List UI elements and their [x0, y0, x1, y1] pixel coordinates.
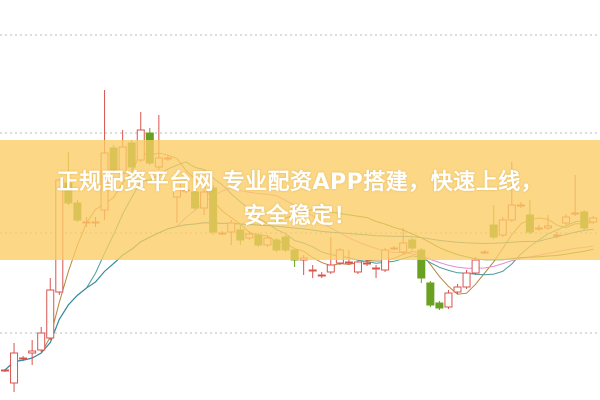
candle-body [435, 302, 444, 309]
candle-body [46, 289, 55, 339]
candle-body [308, 269, 317, 272]
candle-body [353, 261, 362, 273]
promo-banner: 正规配资平台网 专业配资APP搭建，快速上线， 安全稳定！ [0, 140, 600, 260]
candle-body [317, 274, 326, 277]
candle-body [37, 332, 46, 351]
candle-body [426, 282, 435, 306]
candle-body [344, 261, 353, 264]
candle-body [471, 259, 480, 274]
candle-body [28, 350, 37, 354]
candle-body [19, 357, 28, 360]
candle-body [372, 267, 381, 270]
candle-body [444, 292, 453, 308]
candle-body [1, 369, 9, 372]
candle-body [462, 272, 471, 288]
candle-body [453, 286, 462, 293]
candle-body [326, 264, 335, 273]
candle-body [10, 352, 19, 384]
candle-body [363, 262, 371, 265]
banner-line-2: 安全稳定！ [243, 204, 357, 229]
banner-line-1: 正规配资平台网 专业配资APP搭建，快速上线， [56, 170, 544, 195]
